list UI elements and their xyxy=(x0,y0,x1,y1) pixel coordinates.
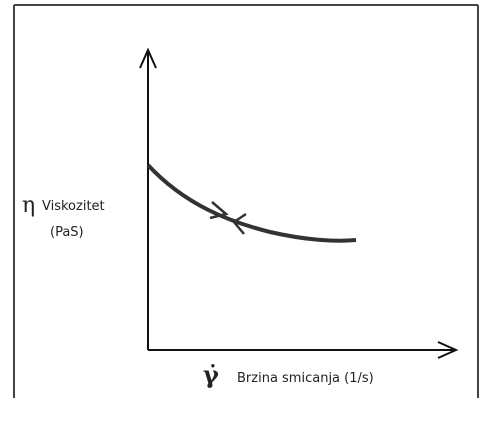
y-axis-unit: (PaS) xyxy=(50,225,84,240)
direction-arrows xyxy=(209,201,247,235)
x-axis-label: Brzina smicanja (1/s) xyxy=(237,371,374,386)
x-axis-symbol: γ̇ xyxy=(203,360,219,389)
axes xyxy=(139,47,459,359)
x-axis-arrow xyxy=(437,341,459,359)
y-axis-arrow xyxy=(139,47,157,69)
y-axis-symbol: η xyxy=(22,193,35,218)
y-axis-label: Viskozitet xyxy=(42,199,105,214)
viscosity-curve xyxy=(146,163,357,243)
frame xyxy=(13,4,479,398)
